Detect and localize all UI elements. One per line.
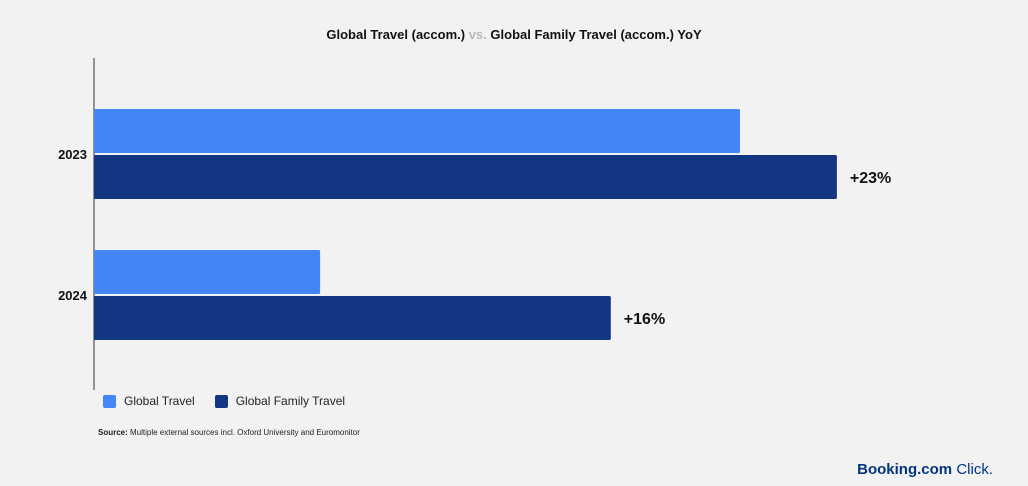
legend-swatch-global-family-travel bbox=[214, 394, 228, 408]
chart-title: Global Travel (accom.) vs. Global Family… bbox=[0, 27, 1028, 42]
source-label: Source: bbox=[98, 428, 128, 437]
y-tick-label-2023: 2023 bbox=[58, 147, 87, 162]
legend-item-global-travel: Global Travel bbox=[103, 394, 195, 408]
bar-2024-global-family-travel bbox=[94, 296, 611, 340]
legend: Global Travel Global Family Travel bbox=[103, 394, 365, 408]
source-note: Source: Multiple external sources incl. … bbox=[98, 428, 360, 437]
data-label-2023: +23% bbox=[850, 170, 891, 187]
brand-suffix: Click. bbox=[952, 461, 993, 478]
bar-2024-global-travel bbox=[94, 250, 321, 294]
legend-swatch-global-travel bbox=[103, 394, 116, 408]
title-vs: vs. bbox=[468, 27, 487, 42]
bar-2023-global-family-travel bbox=[94, 155, 837, 199]
title-part2: Global Family Travel (accom.) YoY bbox=[490, 27, 702, 42]
legend-item-global-family-travel: Global Family Travel bbox=[214, 394, 346, 408]
legend-label-global-family-travel: Global Family Travel bbox=[235, 394, 346, 408]
brand-logo: Booking.com Click. bbox=[857, 461, 993, 478]
title-part1: Global Travel (accom.) bbox=[326, 27, 466, 42]
legend-label-global-travel: Global Travel bbox=[124, 394, 195, 408]
source-text: Multiple external sources incl. Oxford U… bbox=[127, 428, 360, 437]
y-tick-label-2024: 2024 bbox=[58, 288, 88, 303]
data-label-2024: +16% bbox=[624, 311, 665, 328]
brand-name: Booking.com bbox=[857, 461, 953, 478]
bar-2023-global-travel bbox=[94, 109, 740, 153]
